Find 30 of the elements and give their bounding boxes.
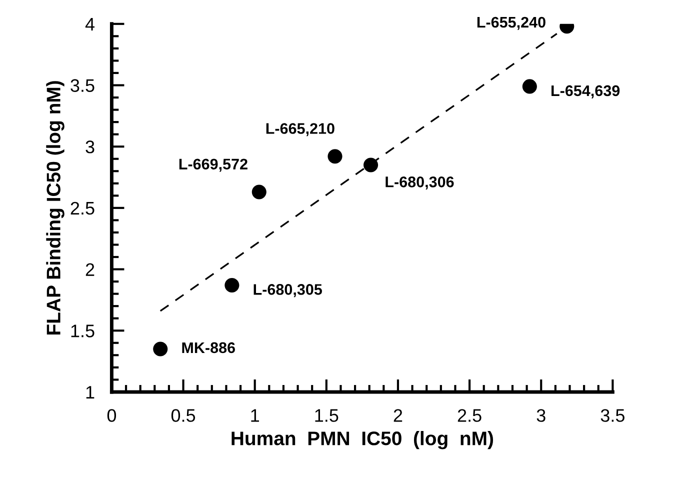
x-tick-label: 3.5 <box>600 409 624 422</box>
x-tick-label: 2 <box>394 409 402 422</box>
x-tick-label: 2.5 <box>458 409 482 422</box>
y-tick-label: 1 <box>86 386 94 398</box>
y-tick-label: 1.5 <box>71 324 94 338</box>
annotation: MK-886 <box>182 342 235 354</box>
x-tick-label: 1 <box>251 409 259 422</box>
y-tick-label: 3 <box>86 140 94 154</box>
point <box>224 278 240 293</box>
x-tick-label: 3 <box>536 409 546 422</box>
point <box>364 158 378 172</box>
annotation: L-680,306 <box>386 176 454 190</box>
point <box>252 184 266 200</box>
y-axis-title: FLAP Binding IC50 (log nM) <box>46 81 64 334</box>
annotation: L-680,305 <box>254 284 322 298</box>
x-tick-label: 1.5 <box>315 409 338 422</box>
point <box>522 79 537 94</box>
x-tick-label: 0 <box>107 409 116 422</box>
annotation: L-669,572 <box>179 158 248 172</box>
y-tick-label: 2 <box>86 263 94 276</box>
point <box>328 149 342 164</box>
y-tick-label: 4 <box>85 18 95 30</box>
annotation: L-655,240 <box>477 16 546 30</box>
x-axis-title: Human PMN IC50 (log nM) <box>232 431 494 450</box>
annotation: L-654,639 <box>552 85 620 98</box>
point <box>153 342 168 356</box>
y-tick-label: 3.5 <box>70 79 94 92</box>
annotation: L-665,210 <box>266 123 334 136</box>
y-tick-label: 2.5 <box>70 202 94 215</box>
x-tick-label: 0.5 <box>171 409 196 422</box>
